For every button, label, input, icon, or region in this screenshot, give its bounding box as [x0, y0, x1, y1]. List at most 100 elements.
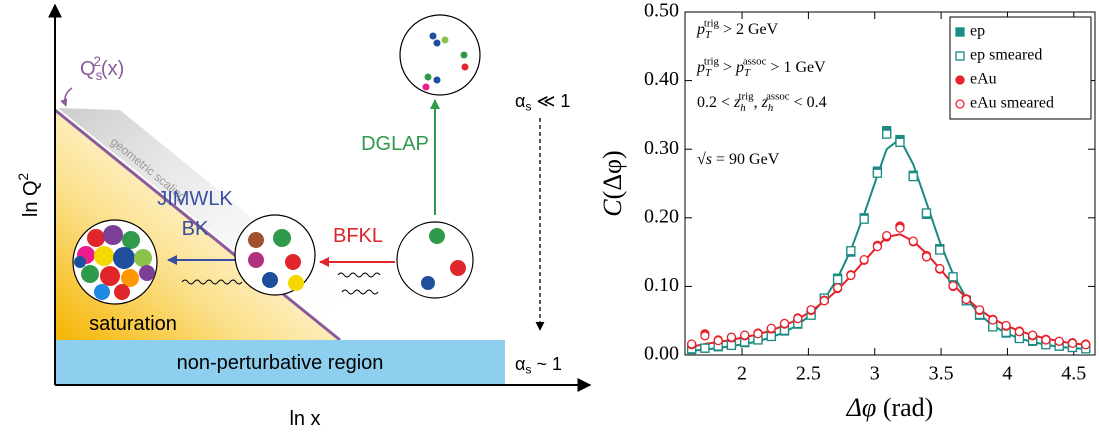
- data-point: [961, 294, 971, 305]
- bk-label: BK: [182, 218, 209, 240]
- data-point: [908, 171, 918, 182]
- y-tick-label: 0.10: [644, 274, 679, 296]
- data-point: [1014, 327, 1025, 337]
- data-point: [859, 254, 869, 265]
- legend-label: eAu: [970, 71, 997, 88]
- text-part: √: [697, 151, 706, 168]
- data-point: [1067, 338, 1078, 348]
- text-part: < 0.4: [790, 94, 827, 111]
- text-part: > 2 GeV: [719, 21, 779, 38]
- annotation: 0.2 < zhtrig, zhassoc < 0.4: [697, 90, 827, 113]
- data-point: [921, 252, 932, 262]
- fit-line: [691, 233, 1086, 348]
- text-part: (rad): [876, 393, 933, 422]
- y-tick-label: 0.40: [644, 68, 679, 90]
- text-part: ln Q: [20, 180, 42, 217]
- data-point: [793, 313, 803, 324]
- data-point: [895, 223, 905, 233]
- text-part: s: [706, 151, 712, 168]
- text-part: z: [733, 94, 741, 111]
- data-point: [686, 339, 697, 349]
- data-point: [908, 236, 918, 246]
- legend-marker: [955, 75, 965, 85]
- data-point: [859, 214, 869, 224]
- text-part: p: [696, 21, 705, 38]
- text-part: BFKL: [333, 225, 383, 247]
- legend-label: ep smeared: [970, 47, 1042, 64]
- text-part: DGLAP: [361, 133, 429, 155]
- y-tick-label: 0.00: [644, 343, 679, 365]
- plot-frame: [684, 11, 1096, 356]
- text-part: T: [705, 28, 712, 40]
- data-point: [1081, 340, 1091, 350]
- text-part: trig: [704, 17, 720, 29]
- data-point: [921, 208, 932, 218]
- text-part: = 90 GeV: [712, 151, 780, 168]
- text-part: z: [761, 94, 769, 111]
- text-part: Δφ: [846, 393, 877, 422]
- text-part: trig: [704, 55, 720, 67]
- x-tick-label: 3: [870, 363, 880, 385]
- text-part: >: [719, 59, 736, 76]
- data-point: [872, 168, 883, 178]
- annotation: √s = 90 GeV: [697, 151, 780, 168]
- x-axis-label: Δφ (rad): [846, 393, 934, 422]
- data-point: [832, 274, 843, 285]
- y-tick-label: 0.20: [644, 205, 679, 227]
- dglap-label: DGLAP: [361, 133, 429, 155]
- y-tick-label: 0.30: [644, 137, 679, 159]
- text-part: C: [598, 199, 627, 217]
- data-point: [1001, 320, 1011, 331]
- text-part: T: [744, 66, 751, 78]
- x-tick-label: 4.5: [1061, 363, 1086, 385]
- text-part: p: [696, 59, 705, 76]
- nonperturbative-band: [55, 340, 505, 385]
- legend-marker: [955, 99, 965, 109]
- text-part: 2: [93, 54, 101, 69]
- data-point: [935, 263, 945, 274]
- legend-marker: [955, 51, 965, 61]
- fit-line: [691, 137, 1086, 352]
- text-part: s: [525, 100, 531, 114]
- y-axis-label: ln Q2: [16, 173, 43, 217]
- legend-label: eAu smeared: [970, 95, 1054, 112]
- data-point: [935, 245, 945, 255]
- x-tick-label: 2: [737, 363, 747, 385]
- data-point: [766, 323, 776, 333]
- data-point: [974, 305, 985, 315]
- text-part: 0.2 <: [697, 94, 734, 111]
- data-point: [700, 343, 710, 353]
- data-point: [948, 272, 958, 282]
- text-part: non-perturbative region: [177, 352, 384, 374]
- text-part: JIMWLK: [157, 188, 233, 210]
- saturation-line: [54, 108, 341, 342]
- text-part: α: [515, 91, 525, 111]
- y-tick-label: 0.50: [644, 0, 679, 22]
- data-point: [806, 305, 816, 315]
- text-part: s: [525, 363, 531, 377]
- weak-coupling-label: αs ≪ 1: [515, 91, 570, 114]
- data-point: [819, 296, 829, 306]
- qs-arrow: [60, 87, 73, 107]
- text-part: > 1 GeV: [766, 59, 826, 76]
- text-part: ,: [754, 94, 762, 111]
- partons: [74, 32, 469, 300]
- data-point: [713, 335, 723, 346]
- text-part: h: [768, 101, 773, 113]
- text-part: (x): [101, 58, 124, 80]
- data-point: [1027, 330, 1038, 340]
- gluons: [181, 272, 381, 295]
- data-point: [700, 331, 710, 341]
- text-part: ln x: [289, 408, 320, 430]
- text-part: assoc: [766, 90, 790, 102]
- scaling-shade: [58, 108, 400, 338]
- data-point: [779, 318, 790, 329]
- text-part: Q: [80, 58, 96, 80]
- text-part: α: [515, 354, 525, 374]
- data-point: [832, 283, 843, 293]
- data-point: [766, 331, 776, 342]
- text-part: (Δφ): [598, 150, 627, 199]
- x-tick-label: 4: [1002, 363, 1012, 385]
- text-part: p: [735, 59, 744, 76]
- annotation: pTtrig > 2 GeV: [696, 17, 779, 40]
